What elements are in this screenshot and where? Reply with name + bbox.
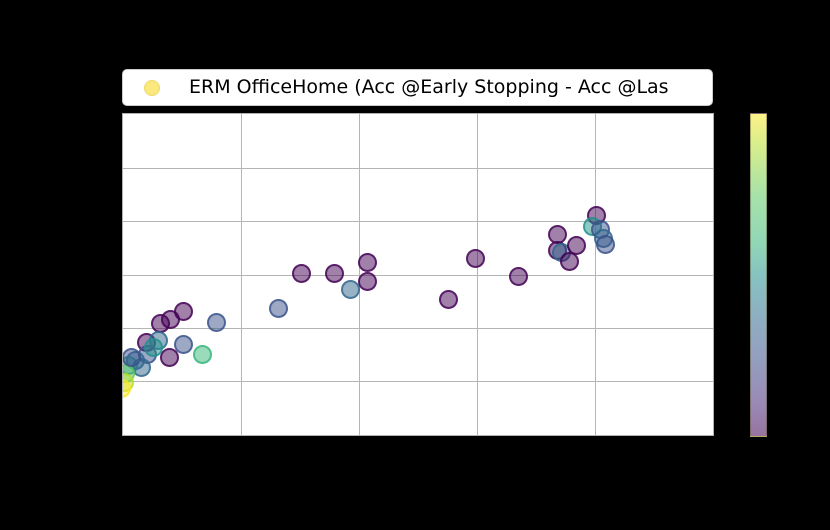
gridline-vertical (477, 114, 478, 435)
scatter-point (291, 264, 311, 284)
scatter-point (509, 266, 529, 286)
scatter-point (466, 248, 486, 268)
gridline-vertical (595, 114, 596, 435)
scatter-point (325, 264, 345, 284)
gridline-vertical (241, 114, 242, 435)
colorbar (750, 113, 767, 437)
gridline-horizontal (123, 328, 713, 329)
scatter-point (159, 348, 179, 368)
legend-label: ERM OfficeHome (Acc @Early Stopping - Ac… (189, 76, 669, 98)
scatter-point (174, 334, 194, 354)
gridline-horizontal (123, 221, 713, 222)
scatter-point (358, 253, 378, 273)
scatter-point (559, 251, 579, 271)
scatter-point (357, 272, 377, 292)
gridline-horizontal (123, 381, 713, 382)
plot-area (122, 113, 714, 436)
gridline-horizontal (123, 275, 713, 276)
scatter-point (341, 280, 361, 300)
scatter-point (192, 344, 212, 364)
scatter-point (595, 234, 615, 254)
legend-marker-icon (144, 79, 160, 96)
scatter-point (206, 312, 226, 332)
scatter-point (143, 337, 163, 357)
scatter-point (268, 299, 288, 319)
scatter-point (123, 348, 142, 368)
gridline-horizontal (123, 168, 713, 169)
scatter-point (438, 290, 458, 310)
legend: ERM OfficeHome (Acc @Early Stopping - Ac… (122, 69, 713, 106)
